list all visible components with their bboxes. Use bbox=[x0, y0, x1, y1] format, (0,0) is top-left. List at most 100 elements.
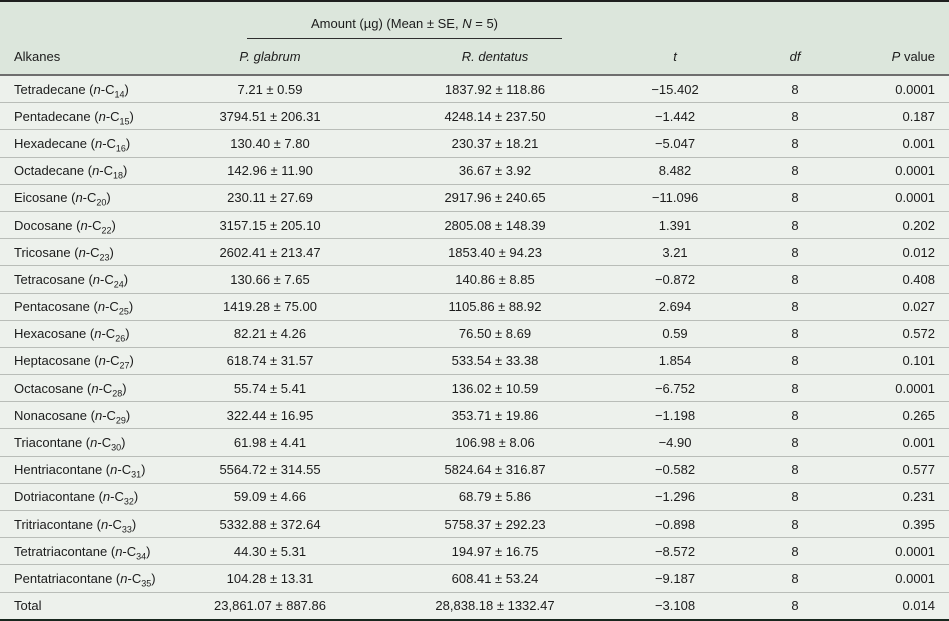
p-value-cell: 0.202 bbox=[850, 210, 949, 239]
df-cell: 8 bbox=[740, 564, 851, 593]
formula-subscript: 26 bbox=[115, 333, 126, 344]
r-dentatus-value-cell: 608.41 ± 53.24 bbox=[380, 564, 611, 593]
p-value-cell: 0.187 bbox=[850, 102, 949, 130]
alkane-name: Dotriacontane bbox=[14, 489, 95, 505]
r-dentatus-value-cell: 5824.64 ± 316.87 bbox=[380, 455, 611, 484]
formula-carbon-prefix: -C bbox=[97, 435, 112, 451]
table-row: Total 23,861.07 ± 887.86 28,838.18 ± 133… bbox=[0, 591, 949, 621]
t-statistic-cell: −6.752 bbox=[610, 374, 741, 402]
r-dentatus-value-cell: 28,838.18 ± 1332.47 bbox=[380, 591, 611, 621]
formula-carbon-prefix: -C bbox=[108, 516, 122, 532]
formula-carbon-prefix: -C bbox=[87, 217, 102, 233]
alkane-formula: (n-C27) bbox=[90, 353, 134, 372]
table-row: Pentacosane (n-C25) 1419.28 ± 75.00 1105… bbox=[0, 292, 949, 321]
t-statistic-cell: −0.582 bbox=[610, 455, 741, 484]
formula-carbon-prefix: -C bbox=[100, 81, 115, 97]
formula-carbon-prefix: -C bbox=[105, 108, 120, 124]
amount-spanner-label: Amount (µg) (Mean ± SE, N = 5) bbox=[247, 16, 563, 39]
alkane-name: Total bbox=[14, 598, 42, 614]
t-statistic-cell: 1.854 bbox=[610, 346, 741, 375]
df-cell: 8 bbox=[740, 238, 851, 266]
formula-carbon-prefix: -C bbox=[105, 299, 119, 315]
df-cell: 8 bbox=[740, 428, 851, 457]
formula-subscript: 23 bbox=[99, 252, 110, 263]
formula-subscript: 28 bbox=[112, 388, 123, 399]
df-cell: 8 bbox=[740, 156, 851, 185]
p-glabrum-value-cell: 130.66 ± 7.65 bbox=[160, 265, 380, 293]
table-row: Hexacosane (n-C26) 82.21 ± 4.26 76.50 ± … bbox=[0, 319, 949, 348]
formula-subscript: 15 bbox=[119, 116, 130, 127]
formula-subscript: 16 bbox=[115, 143, 126, 154]
t-statistic-cell: 3.21 bbox=[610, 238, 741, 266]
alkane-name-cell: Docosane (n-C22) bbox=[0, 210, 160, 239]
p-value-cell: 0.265 bbox=[850, 401, 949, 429]
p-glabrum-value-cell: 2602.41 ± 213.47 bbox=[160, 238, 380, 266]
column-header-t: t bbox=[610, 39, 741, 76]
p-glabrum-value-cell: 104.28 ± 13.31 bbox=[160, 564, 380, 593]
formula-carbon-prefix: -C bbox=[101, 326, 116, 342]
alkane-name: Heptacosane bbox=[14, 353, 91, 369]
p-value-cell: 0.001 bbox=[850, 428, 949, 457]
df-cell: 8 bbox=[740, 374, 851, 402]
table-row: Docosane (n-C22) 3157.15 ± 205.10 2805.0… bbox=[0, 210, 949, 239]
p-glabrum-value-cell: 230.11 ± 27.69 bbox=[160, 183, 380, 212]
amount-label-n: N bbox=[462, 16, 472, 31]
p-glabrum-value-cell: 59.09 ± 4.66 bbox=[160, 482, 380, 511]
alkane-formula: (n-C26) bbox=[86, 326, 130, 344]
df-cell: 8 bbox=[740, 74, 851, 103]
alkane-name: Pentatriacontane bbox=[14, 570, 113, 586]
p-glabrum-value-cell: 3157.15 ± 205.10 bbox=[160, 210, 380, 239]
alkane-formula: (n-C30) bbox=[82, 435, 126, 453]
formula-carbon-prefix: -C bbox=[105, 353, 120, 369]
alkane-name: Tetratriacontane bbox=[14, 543, 108, 559]
p-glabrum-value-cell: 7.21 ± 0.59 bbox=[160, 74, 380, 103]
alkane-name-cell: Octacosane (n-C28) bbox=[0, 374, 160, 402]
r-dentatus-value-cell: 2917.96 ± 240.65 bbox=[380, 183, 611, 212]
alkane-name-cell: Tetracosane (n-C24) bbox=[0, 265, 160, 293]
alkane-formula: (n-C31) bbox=[102, 462, 146, 480]
r-dentatus-value-cell: 1853.40 ± 94.23 bbox=[380, 238, 611, 266]
formula-n-italic: n bbox=[94, 135, 103, 151]
alkane-formula: (n-C14) bbox=[85, 81, 129, 100]
p-glabrum-value-cell: 5564.72 ± 314.55 bbox=[160, 455, 380, 484]
formula-subscript: 22 bbox=[101, 225, 112, 236]
alkane-name-cell: Heptacosane (n-C27) bbox=[0, 346, 160, 375]
t-statistic-cell: 8.482 bbox=[610, 156, 741, 185]
table-row: Heptacosane (n-C27) 618.74 ± 31.57 533.5… bbox=[0, 346, 949, 375]
t-statistic-cell: −11.096 bbox=[610, 183, 741, 212]
formula-n-italic: n bbox=[110, 462, 118, 478]
table-row: Eicosane (n-C20) 230.11 ± 27.69 2917.96 … bbox=[0, 183, 949, 212]
t-statistic-cell: −0.898 bbox=[610, 509, 741, 538]
formula-subscript: 33 bbox=[121, 524, 132, 535]
alkane-name: Docosane bbox=[14, 217, 73, 233]
t-statistic-cell: −8.572 bbox=[610, 537, 741, 565]
p-value-cell: 0.0001 bbox=[850, 564, 949, 593]
t-statistic-cell: 0.59 bbox=[610, 319, 741, 348]
p-value-cell: 0.0001 bbox=[850, 374, 949, 402]
p-glabrum-value-cell: 130.40 ± 7.80 bbox=[160, 129, 380, 158]
alkane-name-cell: Hexacosane (n-C26) bbox=[0, 319, 160, 348]
amount-label-post: = 5) bbox=[475, 16, 498, 31]
column-header-alkanes: Alkanes bbox=[0, 39, 160, 76]
formula-carbon-prefix: -C bbox=[102, 135, 116, 151]
p-value-cell: 0.014 bbox=[850, 591, 949, 621]
formula-subscript: 34 bbox=[136, 551, 147, 562]
r-dentatus-value-cell: 5758.37 ± 292.23 bbox=[380, 509, 611, 538]
df-cell: 8 bbox=[740, 591, 851, 621]
formula-n-italic: n bbox=[90, 435, 98, 451]
df-cell: 8 bbox=[740, 183, 851, 212]
r-dentatus-value-cell: 76.50 ± 8.69 bbox=[380, 319, 611, 348]
table-row: Octadecane (n-C18) 142.96 ± 11.90 36.67 … bbox=[0, 156, 949, 185]
t-statistic-cell: −3.108 bbox=[610, 591, 741, 621]
formula-subscript: 27 bbox=[119, 361, 130, 372]
df-cell: 8 bbox=[740, 210, 851, 239]
alkane-name-cell: Total bbox=[0, 591, 160, 621]
alkane-name-cell: Dotriacontane (n-C32) bbox=[0, 482, 160, 511]
table-row: Tetradecane (n-C14) 7.21 ± 0.59 1837.92 … bbox=[0, 74, 949, 103]
r-dentatus-value-cell: 140.86 ± 8.85 bbox=[380, 265, 611, 293]
r-dentatus-value-cell: 533.54 ± 33.38 bbox=[380, 346, 611, 375]
alkane-name-cell: Eicosane (n-C20) bbox=[0, 183, 160, 212]
p-glabrum-value-cell: 3794.51 ± 206.31 bbox=[160, 102, 380, 130]
r-dentatus-value-cell: 36.67 ± 3.92 bbox=[380, 156, 611, 185]
